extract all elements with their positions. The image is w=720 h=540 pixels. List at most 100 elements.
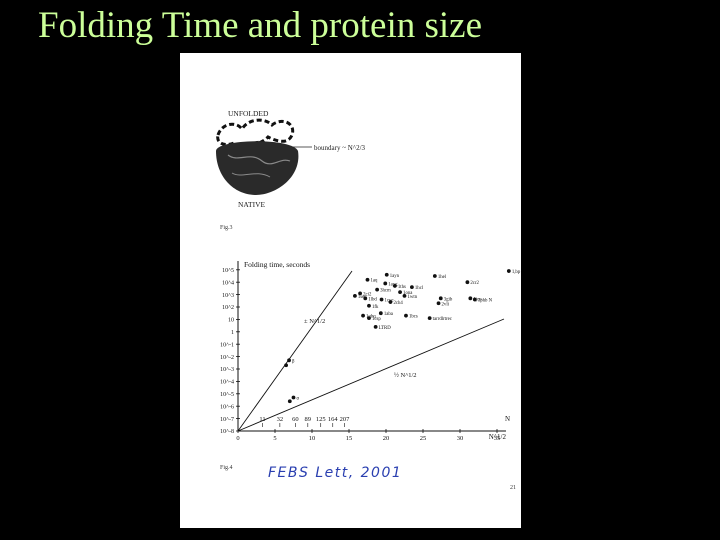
data-point-label: 1hel xyxy=(438,275,447,280)
data-point xyxy=(436,301,441,306)
native-globule-texture xyxy=(231,172,271,178)
data-point xyxy=(398,290,402,295)
y-tick-label: 10^-8 xyxy=(220,429,234,435)
x-tick-label: 5 xyxy=(273,435,276,442)
y-tick-label: 10^-6 xyxy=(220,404,234,410)
data-point xyxy=(410,285,414,290)
x-axis-label: N^1/2 xyxy=(489,433,507,441)
data-point-label: 1aba xyxy=(384,312,394,317)
data-point xyxy=(375,287,380,292)
data-point xyxy=(367,303,371,308)
unfolded-label: UNFOLDED xyxy=(228,109,269,118)
native-globule xyxy=(216,141,299,195)
native-globule-texture xyxy=(227,154,291,165)
data-point-label: 2ci2 xyxy=(363,292,372,297)
data-point-label: 2vli xyxy=(442,302,450,307)
y-axis-label: Folding time, seconds xyxy=(244,260,310,269)
data-point xyxy=(383,281,388,286)
data-point xyxy=(427,316,432,321)
data-point xyxy=(284,363,288,368)
data-point xyxy=(465,280,470,285)
data-point-label: 3hcm xyxy=(380,289,391,294)
handwritten-citation: FEBS Lett, 2001 xyxy=(268,465,402,481)
data-point xyxy=(287,399,292,404)
page-number: 21 xyxy=(510,485,516,491)
y-tick-label: 10^-5 xyxy=(220,392,234,398)
y-tick-label: 10^-4 xyxy=(220,380,234,386)
data-point-label: 1jcn xyxy=(473,297,482,302)
data-point-label: 3gib xyxy=(444,297,453,302)
x-top-tick-label: 11 xyxy=(259,416,265,423)
data-point xyxy=(506,269,511,273)
y-tick-label: 10^3 xyxy=(222,293,234,299)
lower-bound-line xyxy=(237,318,505,432)
data-point-label: tarrdlrtrec xyxy=(433,317,452,322)
x-tick-label: 35 xyxy=(494,435,501,442)
x-top-tick-label: 125 xyxy=(316,416,326,423)
x-top-tick-label: 164 xyxy=(328,416,339,423)
y-tick-label: 10^-2 xyxy=(220,355,234,361)
data-point-label: 1csp xyxy=(372,317,381,322)
data-point xyxy=(402,293,407,298)
data-point-label: 1hcl xyxy=(415,286,424,291)
y-tick-label: 10^2 xyxy=(222,305,234,311)
data-point-label: 1ubq xyxy=(366,315,376,320)
data-point xyxy=(392,284,397,288)
y-tick-label: 10^-3 xyxy=(220,367,234,373)
data-point xyxy=(353,293,357,298)
x-tick-label: 10 xyxy=(309,435,316,442)
upper-line-label: ± N^1/2 xyxy=(304,318,325,325)
data-point xyxy=(291,395,296,400)
data-point-label: 1ayn xyxy=(390,274,400,279)
y-tick-label: 10^4 xyxy=(222,280,234,286)
boundary-label: boundary ~ N^2/3 xyxy=(314,144,366,152)
x-top-axis-label: N xyxy=(505,415,510,423)
data-point-label: 2cr2 xyxy=(470,281,479,286)
slide-title: Folding Time and protein size xyxy=(38,5,482,46)
data-point-label: 1sec xyxy=(358,295,367,300)
y-tick-label: 10^-7 xyxy=(220,417,234,423)
data-point-label: LTRD xyxy=(379,326,392,331)
data-point-label: 1,bp 2 xyxy=(512,270,521,275)
x-tick-label: 30 xyxy=(457,435,464,442)
data-point-label: 1lbd xyxy=(368,297,377,302)
data-point xyxy=(384,272,389,277)
data-point xyxy=(365,277,370,282)
data-point xyxy=(468,296,473,301)
folding-time-chart: Folding time, seconds N^1/2 N ± N^1/2 ½ … xyxy=(220,260,521,442)
x-tick-label: 25 xyxy=(420,435,427,442)
x-tick-label: 15 xyxy=(346,435,353,442)
data-point-label: 1ayg xyxy=(388,282,398,287)
x-top-tick-label: 207 xyxy=(340,416,351,423)
data-point xyxy=(358,291,362,296)
data-point xyxy=(379,297,384,302)
y-tick-label: 10 xyxy=(228,318,234,324)
data-point xyxy=(378,311,383,316)
data-point xyxy=(367,316,371,321)
scanned-figure-page: UNFOLDED boundary ~ N^2/3 NATIVE Fig.3 F… xyxy=(180,53,521,528)
y-tick-label: 1 xyxy=(231,330,234,336)
x-top-tick-label: 32 xyxy=(277,416,284,423)
data-point-label: 1bcs xyxy=(409,315,418,320)
data-point-label: 1ona xyxy=(403,291,413,296)
data-point-label: β xyxy=(292,359,295,364)
data-point-label: 2ch4 xyxy=(393,301,403,306)
fig4-caption: Fig.4 xyxy=(220,465,233,471)
lower-line-label: ½ N^1/2 xyxy=(394,372,417,379)
data-point xyxy=(388,300,393,304)
data-point xyxy=(438,296,443,301)
fig3-caption: Fig.3 xyxy=(220,225,233,231)
data-point-label: 1wtn xyxy=(408,295,418,300)
x-tick-label: 0 xyxy=(236,435,239,442)
data-point xyxy=(404,313,408,318)
data-point xyxy=(432,274,437,278)
data-point-label: 1ths xyxy=(398,285,406,290)
data-point xyxy=(287,358,291,363)
upper-bound-line xyxy=(237,270,353,432)
data-point-label: 1aq xyxy=(371,279,379,284)
x-top-tick-label: 89 xyxy=(305,416,312,423)
data-point xyxy=(373,324,378,329)
data-point xyxy=(363,296,368,301)
data-point-label: 1phb N xyxy=(478,299,493,304)
data-point xyxy=(472,297,477,302)
